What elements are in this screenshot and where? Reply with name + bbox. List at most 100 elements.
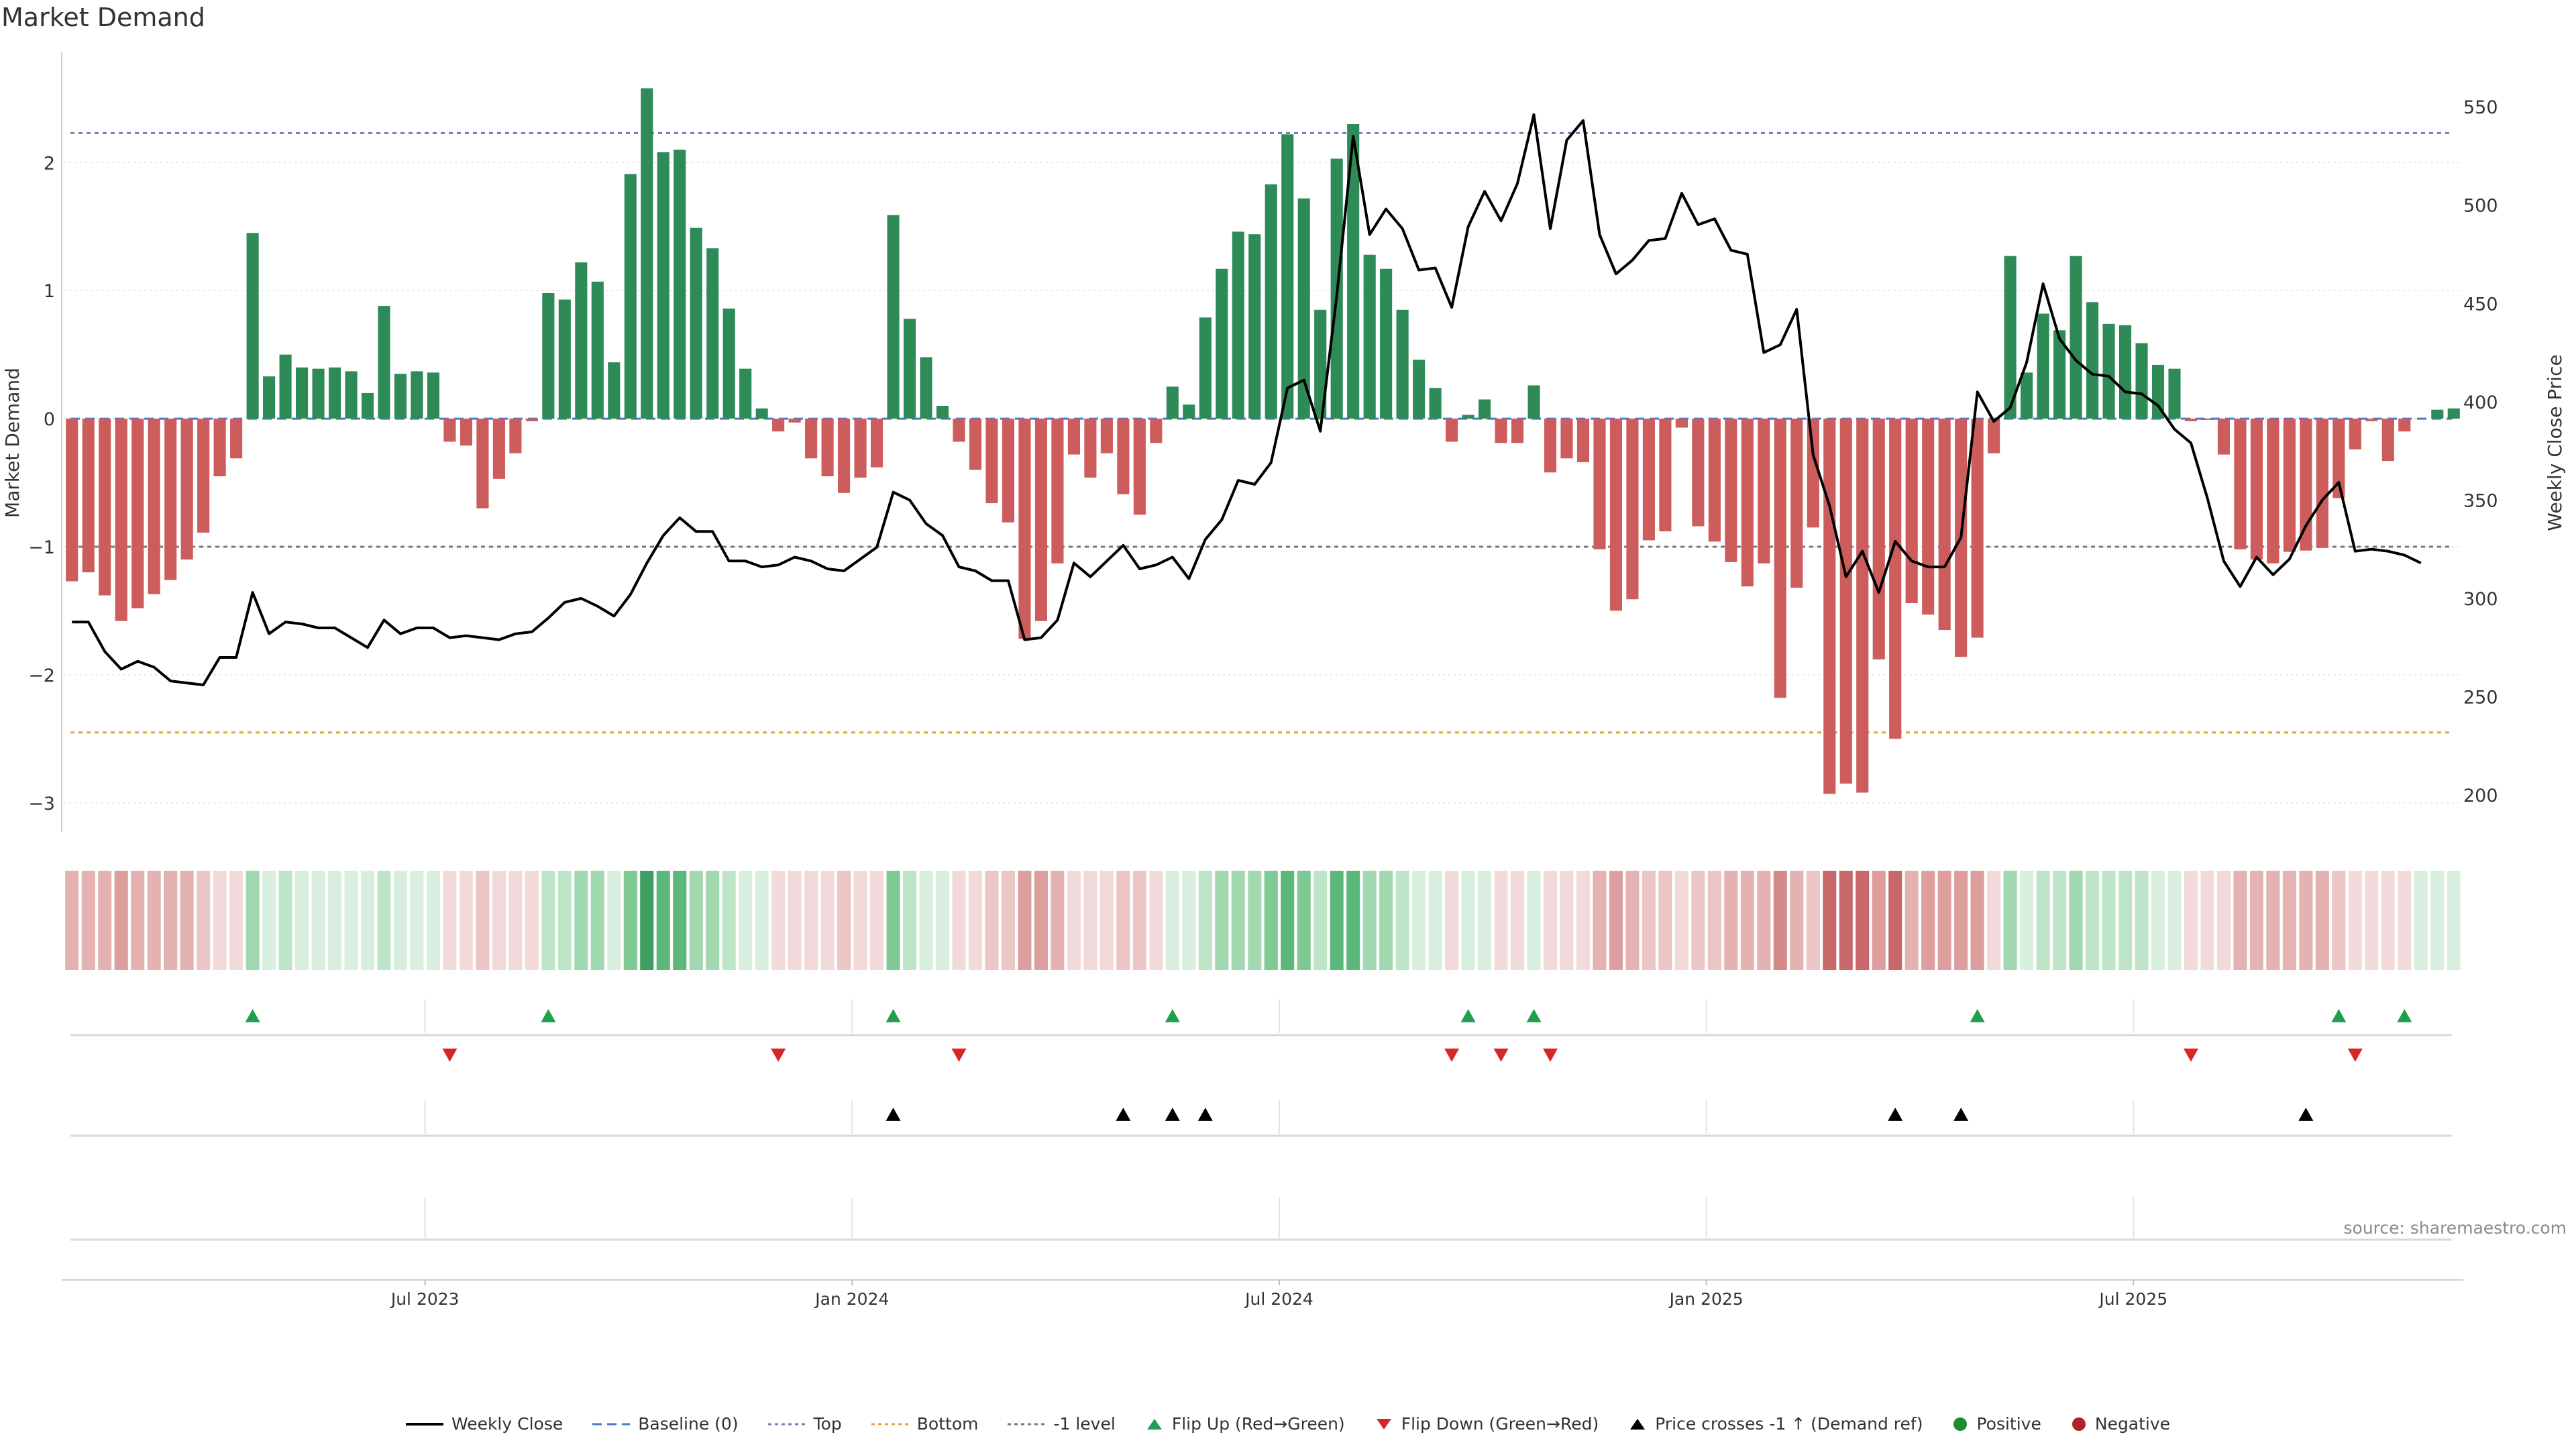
demand-bar xyxy=(1183,405,1195,419)
heat-cell xyxy=(2430,871,2445,970)
legend: Weekly Close Baseline (0) Top Bottom -1 leve… xyxy=(0,1414,2576,1434)
heat-cell xyxy=(262,871,276,970)
heat-cell xyxy=(295,871,309,970)
heat-cell xyxy=(2266,871,2280,970)
demand-bar xyxy=(148,419,160,594)
axes xyxy=(61,52,2463,1281)
demand-bar xyxy=(1560,419,1573,459)
demand-bar xyxy=(1446,419,1458,442)
demand-bar xyxy=(2217,419,2231,455)
demand-bar xyxy=(936,406,949,419)
demand-bar xyxy=(1034,419,1047,621)
y2-tick-label: 300 xyxy=(2463,589,2498,610)
heat-cell xyxy=(886,871,900,970)
demand-bar xyxy=(1248,234,1261,419)
heat-cell xyxy=(1248,871,1262,970)
heat-cell xyxy=(1576,871,1591,970)
flip-up-marker xyxy=(1460,1009,1476,1022)
demand-bar xyxy=(1380,268,1393,419)
demand-bar xyxy=(378,306,390,419)
heat-cell xyxy=(2398,871,2412,970)
demand-bar xyxy=(1117,419,1130,494)
y2-axis-label: Weekly Close Price xyxy=(2544,354,2566,531)
demand-bar xyxy=(1479,399,1491,419)
demand-bar xyxy=(2349,419,2361,449)
heat-cell xyxy=(2249,871,2263,970)
demand-bar xyxy=(2053,330,2066,419)
demand-bar xyxy=(1232,231,1244,419)
heat-cell xyxy=(1428,871,1442,970)
heat-cell xyxy=(985,871,999,970)
demand-bar xyxy=(2250,419,2263,560)
demand-bar xyxy=(1150,419,1163,443)
heat-cell xyxy=(229,871,244,970)
heat-cell xyxy=(2053,871,2067,970)
demand-bar xyxy=(542,293,555,419)
heat-cell xyxy=(1937,871,1951,970)
x-axis-ticks: Jul 2023 Jan 2024 Jul 2024 Jan 2025 Jul 2025 xyxy=(390,1280,2167,1309)
legend-item: Flip Up (Red→Green) xyxy=(1145,1414,1345,1434)
heat-cell xyxy=(739,871,753,970)
y-tick-label: −2 xyxy=(28,665,55,686)
heat-cell xyxy=(246,871,260,970)
legend-label: Flip Up (Red→Green) xyxy=(1171,1414,1345,1434)
legend-item: Bottom xyxy=(871,1414,978,1434)
y2-tick-label: 450 xyxy=(2463,294,2498,315)
demand-bar xyxy=(82,419,95,573)
heat-cell xyxy=(1099,871,1114,970)
demand-bar xyxy=(706,248,719,419)
demand-bar xyxy=(509,419,522,453)
demand-bar xyxy=(788,419,801,423)
heat-cell xyxy=(2282,871,2296,970)
weekly-close-line xyxy=(72,113,2422,686)
demand-bar xyxy=(2070,256,2082,419)
demand-bar xyxy=(805,419,818,459)
heat-cell xyxy=(574,871,588,970)
heat-cell xyxy=(1034,871,1048,970)
demand-bar xyxy=(1133,419,1146,515)
heat-cell xyxy=(2003,871,2017,970)
demand-bar xyxy=(1216,268,1228,419)
demand-bar xyxy=(180,419,193,560)
heat-cell xyxy=(1510,871,1525,970)
heat-cell xyxy=(1445,871,1459,970)
legend-item: Top xyxy=(767,1414,842,1434)
demand-bar xyxy=(1363,254,1376,419)
demand-bar xyxy=(295,367,309,419)
demand-bar xyxy=(1199,317,1212,419)
demand-bar xyxy=(263,376,276,419)
heat-cell xyxy=(1527,871,1541,970)
demand-bar xyxy=(772,419,785,432)
demand-bar xyxy=(1741,419,1754,587)
demand-bar xyxy=(690,227,702,419)
demand-bar xyxy=(2300,419,2312,551)
demand-bar xyxy=(1002,419,1015,523)
heat-cell xyxy=(1773,871,1787,970)
heat-cell xyxy=(1707,871,1721,970)
heat-cell xyxy=(2216,871,2231,970)
heat-cell xyxy=(607,871,621,970)
x-tick-label: Jan 2024 xyxy=(814,1289,889,1309)
demand-bar xyxy=(1675,419,1688,428)
demand-bar xyxy=(476,419,489,508)
heat-cell xyxy=(2118,871,2133,970)
heat-cell xyxy=(1018,871,1032,970)
demand-bar xyxy=(460,419,472,446)
demand-bar xyxy=(1725,419,1737,562)
demand-bar xyxy=(887,215,900,419)
demand-bar xyxy=(1823,419,1836,794)
heat-cell xyxy=(1132,871,1146,970)
heat-cell xyxy=(2151,871,2165,970)
demand-bar xyxy=(838,419,851,493)
heat-cell xyxy=(459,871,473,970)
demand-bar xyxy=(1988,419,2000,453)
heat-cell xyxy=(2332,871,2346,970)
heat-cell xyxy=(2315,871,2329,970)
demand-bar xyxy=(871,419,883,468)
heat-cell xyxy=(81,871,95,970)
demand-bar xyxy=(1609,419,1623,611)
demand-bar xyxy=(2184,419,2198,421)
heat-cell xyxy=(2200,871,2214,970)
demand-bar xyxy=(197,419,210,533)
heat-cell xyxy=(1412,871,1426,970)
